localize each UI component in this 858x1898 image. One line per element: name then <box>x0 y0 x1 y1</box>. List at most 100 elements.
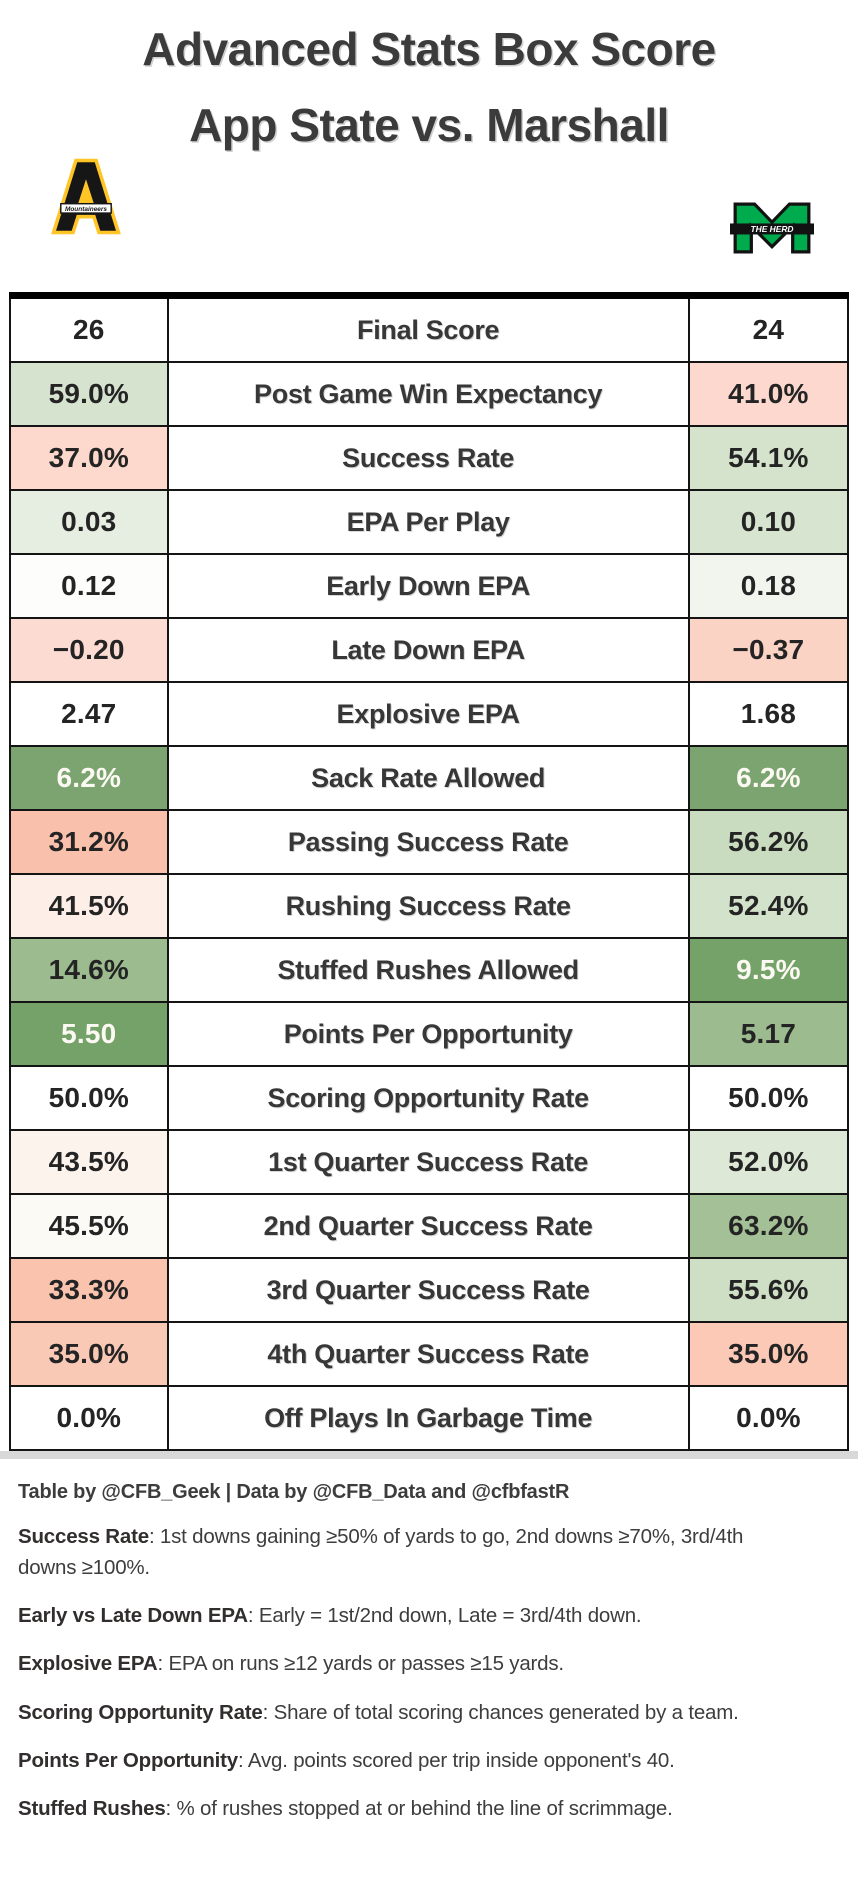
footnote-text: : Avg. points scored per trip inside opp… <box>237 1748 675 1772</box>
home-value-cell: 43.5% <box>9 1129 169 1195</box>
footnotes-section: Success Rate: 1st downs gaining ≥50% of … <box>18 1521 832 1824</box>
away-value-cell: −0.37 <box>687 617 850 683</box>
metric-label-cell: 1st Quarter Success Rate <box>166 1129 690 1195</box>
home-value-cell: 0.03 <box>9 489 169 555</box>
metric-label-cell: Early Down EPA <box>166 553 690 619</box>
table-row: 0.12 Early Down EPA 0.18 <box>9 553 850 619</box>
home-value-cell: 37.0% <box>9 425 169 491</box>
metric-label-cell: Sack Rate Allowed <box>166 745 690 811</box>
table-row: 50.0% Scoring Opportunity Rate 50.0% <box>9 1065 850 1131</box>
away-value-cell: 9.5% <box>687 937 850 1003</box>
home-value-cell: 26 <box>9 294 169 363</box>
footnote-text: : EPA on runs ≥12 yards or passes ≥15 ya… <box>157 1652 564 1676</box>
home-value-cell: 0.12 <box>9 553 169 619</box>
page-title-line2: App State vs. Marshall <box>189 99 669 151</box>
home-value-cell: 2.47 <box>9 681 169 747</box>
metric-label-cell: Passing Success Rate <box>166 809 690 875</box>
metric-label-cell: 3rd Quarter Success Rate <box>166 1257 690 1323</box>
stats-table: 26 Final Score 24 59.0% Post Game Win Ex… <box>9 292 850 1451</box>
footnote-text: : 1st downs gaining ≥50% of yards to go,… <box>18 1525 744 1580</box>
home-value-cell: −0.20 <box>9 617 169 683</box>
table-row: 5.50 Points Per Opportunity 5.17 <box>9 1001 850 1067</box>
table-bottom-shadow <box>0 1451 858 1459</box>
away-value-cell: 0.0% <box>687 1385 850 1451</box>
metric-label-cell: Points Per Opportunity <box>166 1001 690 1067</box>
away-value-cell: 24 <box>687 294 850 363</box>
table-row: 6.2% Sack Rate Allowed 6.2% <box>9 745 850 811</box>
stats-table-body: 26 Final Score 24 59.0% Post Game Win Ex… <box>9 294 850 1451</box>
footnote: Points Per Opportunity: Avg. points scor… <box>18 1745 793 1776</box>
away-value-cell: 41.0% <box>687 361 850 427</box>
home-value-cell: 0.0% <box>9 1385 169 1451</box>
away-value-cell: 52.4% <box>687 873 850 939</box>
table-row: 2.47 Explosive EPA 1.68 <box>9 681 850 747</box>
metric-label-cell: Explosive EPA <box>166 681 690 747</box>
page-title-line1: Advanced Stats Box Score <box>142 23 716 75</box>
marshall-logo-icon: THE HERD <box>730 200 814 261</box>
home-value-cell: 59.0% <box>9 361 169 427</box>
home-value-cell: 31.2% <box>9 809 169 875</box>
table-row: 41.5% Rushing Success Rate 52.4% <box>9 873 850 939</box>
table-row: 33.3% 3rd Quarter Success Rate 55.6% <box>9 1257 850 1323</box>
away-value-cell: 1.68 <box>687 681 850 747</box>
home-value-cell: 5.50 <box>9 1001 169 1067</box>
footnote: Early vs Late Down EPA: Early = 1st/2nd … <box>18 1600 793 1631</box>
footnote-term: Explosive EPA <box>18 1652 158 1676</box>
home-value-cell: 14.6% <box>9 937 169 1003</box>
away-value-cell: 52.0% <box>687 1129 850 1195</box>
app-state-banner-text: Mountaineers <box>65 206 107 213</box>
table-row: 37.0% Success Rate 54.1% <box>9 425 850 491</box>
away-value-cell: 50.0% <box>687 1065 850 1131</box>
footnote-term: Scoring Opportunity Rate <box>18 1700 263 1724</box>
footnote-term: Success Rate <box>18 1525 149 1548</box>
credit-line: Table by @CFB_Geek | Data by @CFB_Data a… <box>18 1481 570 1503</box>
app-state-logo-icon: Mountaineers <box>50 156 122 242</box>
table-row: 26 Final Score 24 <box>9 294 850 363</box>
table-row: 35.0% 4th Quarter Success Rate 35.0% <box>9 1321 850 1387</box>
metric-label-cell: Rushing Success Rate <box>166 873 690 939</box>
home-value-cell: 35.0% <box>9 1321 169 1387</box>
away-value-cell: 5.17 <box>687 1001 850 1067</box>
away-value-cell: 0.18 <box>687 553 850 619</box>
footnote: Success Rate: 1st downs gaining ≥50% of … <box>18 1521 793 1583</box>
away-value-cell: 56.2% <box>687 809 850 875</box>
home-value-cell: 6.2% <box>9 745 169 811</box>
table-row: 0.0% Off Plays In Garbage Time 0.0% <box>9 1385 850 1451</box>
metric-label-cell: Scoring Opportunity Rate <box>166 1065 690 1131</box>
home-value-cell: 41.5% <box>9 873 169 939</box>
footnote-term: Points Per Opportunity <box>18 1748 238 1772</box>
table-row: 59.0% Post Game Win Expectancy 41.0% <box>9 361 850 427</box>
footnote: Scoring Opportunity Rate: Share of total… <box>18 1697 793 1728</box>
metric-label-cell: Stuffed Rushes Allowed <box>166 937 690 1003</box>
footnote-term: Stuffed Rushes <box>18 1796 166 1820</box>
header: Advanced Stats Box Score App State vs. M… <box>0 0 858 292</box>
table-row: −0.20 Late Down EPA −0.37 <box>9 617 850 683</box>
metric-label-cell: 2nd Quarter Success Rate <box>166 1193 690 1259</box>
metric-label-cell: Final Score <box>166 294 690 363</box>
away-value-cell: 55.6% <box>687 1257 850 1323</box>
metric-label-cell: Off Plays In Garbage Time <box>166 1385 690 1451</box>
away-value-cell: 0.10 <box>687 489 850 555</box>
away-value-cell: 54.1% <box>687 425 850 491</box>
footnote: Explosive EPA: EPA on runs ≥12 yards or … <box>18 1648 793 1679</box>
marshall-banner-text: THE HERD <box>751 224 794 234</box>
away-value-cell: 63.2% <box>687 1193 850 1259</box>
footnote-text: : Early = 1st/2nd down, Late = 3rd/4th d… <box>247 1604 642 1628</box>
away-value-cell: 35.0% <box>687 1321 850 1387</box>
footnote-term: Early vs Late Down EPA <box>18 1604 248 1628</box>
footnote-text: : % of rushes stopped at or behind the l… <box>165 1796 673 1820</box>
table-row: 14.6% Stuffed Rushes Allowed 9.5% <box>9 937 850 1003</box>
metric-label-cell: Post Game Win Expectancy <box>166 361 690 427</box>
table-row: 31.2% Passing Success Rate 56.2% <box>9 809 850 875</box>
footnote: Stuffed Rushes: % of rushes stopped at o… <box>18 1793 793 1824</box>
table-row: 45.5% 2nd Quarter Success Rate 63.2% <box>9 1193 850 1259</box>
home-value-cell: 50.0% <box>9 1065 169 1131</box>
table-row: 0.03 EPA Per Play 0.10 <box>9 489 850 555</box>
metric-label-cell: 4th Quarter Success Rate <box>166 1321 690 1387</box>
metric-label-cell: Success Rate <box>166 425 690 491</box>
footnote-text: : Share of total scoring chances generat… <box>262 1700 739 1724</box>
away-value-cell: 6.2% <box>687 745 850 811</box>
home-value-cell: 45.5% <box>9 1193 169 1259</box>
home-value-cell: 33.3% <box>9 1257 169 1323</box>
metric-label-cell: Late Down EPA <box>166 617 690 683</box>
